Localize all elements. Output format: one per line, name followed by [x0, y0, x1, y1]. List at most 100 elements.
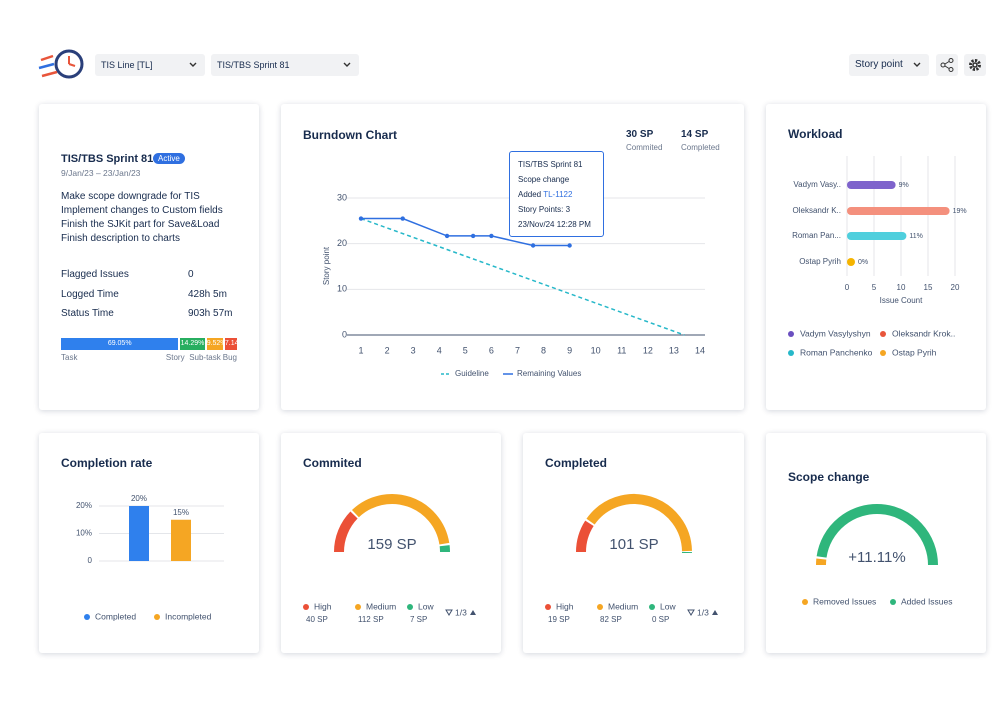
gauge-total: +11.11%: [848, 549, 905, 566]
gauge-segment: [816, 504, 938, 566]
breakdown-label: Task: [61, 353, 78, 362]
gauge: +11.11% Removed Issues Added Issues: [802, 504, 953, 606]
x-tick-label: 4: [437, 345, 442, 355]
x-tick-label: 10: [591, 345, 601, 355]
issue-link[interactable]: TL-1122: [543, 190, 573, 199]
prev-page[interactable]: [445, 609, 453, 616]
x-tick-label: 1: [358, 345, 363, 355]
scope-card: +11.11% Removed Issues Added Issues Scope …: [766, 433, 986, 653]
chart-title: Completed: [545, 456, 608, 470]
chevron: [913, 62, 921, 67]
legend-dot: [355, 604, 361, 610]
goal: Finish description to charts: [61, 233, 180, 244]
tooltip-event: Scope change: [518, 175, 570, 184]
stat-label: Status Time: [61, 308, 114, 319]
chart-title: Burndown Chart: [303, 128, 397, 142]
gauge-segment: [576, 520, 594, 553]
legend-dot: [154, 614, 160, 620]
tooltip: TIS/TBS Sprint 81 Scope change Added TL-…: [509, 151, 604, 237]
workload-card: 0 5 10 15 20 Issue Count Vadym Vasy.. 9% Oleksan…: [766, 104, 986, 410]
summary-value: 30 SP: [626, 129, 654, 140]
logo[interactable]: [37, 46, 87, 86]
x-tick-label: 20: [951, 283, 960, 292]
tooltip-added: Added TL-1122: [518, 187, 595, 202]
y-tick-label: 10%: [76, 529, 92, 538]
stat-label: Flagged Issues: [61, 269, 129, 280]
sprint-title: TIS/TBS Sprint 81: [61, 153, 154, 165]
tooltip-points: Story Points: 3: [518, 205, 571, 214]
sprint: TIS/TBS Sprint 81: [217, 60, 290, 70]
point: [567, 243, 572, 248]
legend-dot: [802, 599, 808, 605]
value-label: 15%: [173, 508, 189, 517]
project-select[interactable]: TIS Line [TL]: [95, 54, 205, 76]
gear-icon: [969, 59, 981, 71]
y-tick-label: Vadym Vasy..: [793, 180, 841, 189]
legend-label: Roman Panchenko: [800, 347, 873, 357]
chevron: [189, 62, 197, 67]
prev-page[interactable]: [687, 609, 695, 616]
legend-dot: [545, 604, 551, 610]
gauge-total: 101 SP: [609, 536, 658, 553]
legend-value: 7 SP: [410, 615, 427, 624]
legend-label: Vadym Vasylyshyn: [800, 328, 871, 338]
legend-label: Removed Issues: [813, 596, 876, 606]
x-tick-label: 9: [567, 345, 572, 355]
bar: [171, 519, 191, 561]
bar: [847, 207, 950, 215]
dates: 9/Jan/23 – 23/Jan/23: [61, 168, 141, 178]
y-tick-label: 30: [337, 192, 347, 202]
unit-select[interactable]: Story point: [849, 54, 929, 76]
commited-card: 159 SP High 40 SP Medium 112 SP Low 7 SP 1/3 Co…: [281, 433, 501, 653]
x-tick-label: 5: [872, 283, 877, 292]
x-tick-label: 6: [489, 345, 494, 355]
legend-label: Medium: [608, 601, 638, 611]
legend-dot: [597, 604, 603, 610]
x-tick-label: 15: [924, 283, 933, 292]
sprint-select[interactable]: TIS/TBS Sprint 81: [211, 54, 359, 76]
bar: [847, 232, 907, 240]
y-tick-label: Ostap Pyrih: [799, 257, 841, 266]
stat-value: 903h 57m: [188, 308, 233, 319]
bar: [847, 181, 896, 189]
project: TIS Line [TL]: [101, 60, 153, 70]
breakdown-segment: 7.14%: [224, 338, 238, 350]
legend-value: 40 SP: [306, 615, 328, 624]
legend-label: Completed: [95, 611, 136, 621]
sprint-card: TIS/TBS Sprint 81 Active 9/Jan/23 – 23/J…: [39, 104, 259, 410]
gauge-total: 159 SP: [367, 536, 416, 553]
y-tick-label: Roman Pan...: [792, 231, 841, 240]
point: [400, 216, 405, 221]
legend-dot: [788, 350, 794, 356]
next-page[interactable]: [712, 610, 718, 615]
x-tick-label: 14: [695, 345, 705, 355]
legend-dot: [407, 604, 413, 610]
settings-button[interactable]: [964, 54, 986, 76]
point: [489, 233, 494, 239]
gauge: 101 SP High 19 SP Medium 82 SP Low 0 SP 1/3: [545, 494, 718, 624]
breakdown-legend: Task Story Sub-task Bug: [61, 353, 237, 365]
share-button[interactable]: [936, 54, 958, 76]
x-tick-label: 7: [515, 345, 520, 355]
x-tick-label: 2: [385, 345, 390, 355]
point: [470, 233, 476, 239]
stat-value: 428h 5m: [188, 289, 227, 300]
completion-chart: 0 10% 20% 20% 15% Completed Incompleted: [76, 494, 224, 621]
point: [530, 243, 536, 248]
added-label: Added: [518, 190, 542, 199]
breakdown-label: Bug: [222, 353, 237, 362]
goal: Finish the SJKit part for Save&Load: [61, 219, 220, 230]
share-icon: [940, 58, 954, 72]
legend-label: High: [314, 601, 332, 611]
tooltip-date: 23/Nov/24 12:28 PM: [518, 220, 591, 229]
tooltip-sprint: TIS/TBS Sprint 81: [518, 160, 583, 169]
x-tick-label: 12: [643, 345, 653, 355]
next-page[interactable]: [470, 610, 476, 615]
x-tick-label: 11: [617, 345, 626, 355]
legend-label: Incompleted: [165, 611, 212, 621]
status-badge: Active: [153, 153, 185, 164]
legend-label: Guideline: [455, 369, 489, 378]
burndown-card: 0 10 20 30 1 2 3 4 5 6 7 8 9 10 11 12 13 14 Story point Gui…: [281, 104, 744, 410]
stat-label: Logged Time: [61, 289, 119, 300]
